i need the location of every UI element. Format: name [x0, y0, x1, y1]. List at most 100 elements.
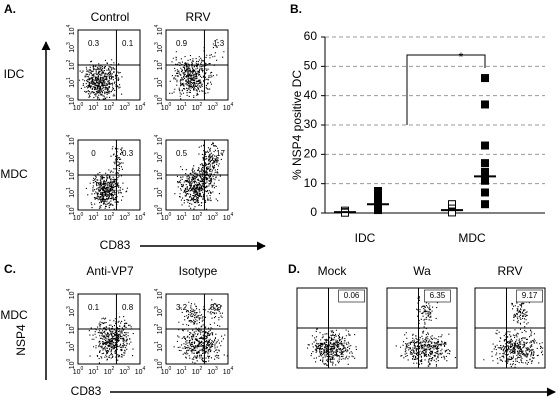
log-exponent: 2 — [200, 212, 203, 218]
log-tick-label: 104 — [154, 288, 164, 299]
y-tick-label: 20 — [304, 147, 318, 161]
log-base: 10 — [73, 369, 81, 376]
log-base: 10 — [119, 105, 127, 112]
log-exponent: 1 — [66, 77, 72, 80]
log-base: 10 — [119, 215, 127, 222]
log-tick-label: 100 — [73, 102, 84, 112]
log-base: 10 — [161, 369, 169, 376]
log-tick-label: 101 — [88, 212, 99, 222]
log-tick-label: 102 — [66, 323, 76, 334]
log-tick-label: 100 — [66, 94, 76, 105]
quadrant-value: 0.9 — [176, 39, 188, 48]
log-base: 10 — [157, 155, 164, 163]
quadrant-value: 0.3 — [122, 149, 134, 158]
log-exponent: 3 — [66, 152, 72, 155]
log-base: 10 — [223, 215, 231, 222]
flow-plot: 6.35 — [386, 287, 458, 369]
log-exponent: 2 — [112, 212, 115, 218]
log-tick-label: 101 — [154, 341, 164, 352]
quadrant-value: 0.1 — [122, 39, 134, 48]
log-tick-label: 104 — [223, 366, 234, 376]
log-base: 10 — [157, 137, 164, 145]
y-tick-label: 30 — [304, 117, 318, 131]
log-tick-label: 101 — [88, 366, 99, 376]
log-tick-label: 102 — [154, 323, 164, 334]
axis-label: NSP4 — [14, 324, 28, 356]
log-exponent: 1 — [154, 187, 160, 190]
log-tick-label: 100 — [66, 204, 76, 215]
log-base: 10 — [135, 105, 143, 112]
log-base: 10 — [157, 309, 164, 317]
log-base: 10 — [69, 326, 76, 334]
quadrant-value: 6.35 — [430, 291, 446, 300]
log-base: 10 — [69, 309, 76, 317]
flow-events — [174, 142, 223, 210]
log-base: 10 — [69, 62, 76, 70]
flow-events — [173, 299, 228, 364]
log-exponent: 1 — [184, 212, 187, 218]
log-base: 10 — [88, 215, 96, 222]
log-base: 10 — [207, 369, 215, 376]
log-tick-label: 101 — [66, 187, 76, 198]
log-exponent: 0 — [154, 204, 160, 207]
log-exponent: 4 — [143, 366, 146, 372]
column-title: Wa — [413, 264, 431, 278]
log-base: 10 — [157, 361, 164, 369]
log-base: 10 — [157, 344, 164, 352]
log-tick-label: 100 — [154, 358, 164, 369]
panel-label: B. — [290, 2, 302, 16]
log-exponent: 1 — [184, 366, 187, 372]
data-point — [481, 74, 489, 83]
log-base: 10 — [157, 207, 164, 215]
quadrant-value: 0.06 — [344, 291, 360, 300]
log-tick-label: 101 — [154, 77, 164, 88]
quadrant-value: 0.5 — [176, 149, 188, 158]
log-tick-label: 102 — [192, 102, 203, 112]
log-exponent: 1 — [184, 102, 187, 108]
data-point — [481, 176, 489, 185]
panel-label: A. — [4, 2, 16, 16]
y-axis: 0 10 20 30 40 50 60 — [304, 29, 545, 219]
log-exponent: 1 — [66, 187, 72, 190]
column-title: Anti-VP7 — [86, 264, 134, 278]
log-base: 10 — [104, 215, 112, 222]
log-exponent: 1 — [96, 212, 99, 218]
log-base: 10 — [192, 369, 200, 376]
log-tick-label: 100 — [161, 102, 172, 112]
log-base: 10 — [119, 369, 127, 376]
log-tick-label: 101 — [66, 77, 76, 88]
log-base: 10 — [223, 105, 231, 112]
log-exponent: 4 — [66, 24, 72, 27]
value-box — [338, 289, 365, 303]
log-exponent: 0 — [154, 94, 160, 97]
log-tick-label: 103 — [119, 102, 130, 112]
log-exponent: 2 — [66, 323, 72, 326]
log-tick-label: 100 — [73, 366, 84, 376]
log-exponent: 0 — [66, 204, 72, 207]
log-tick-label: 103 — [119, 212, 130, 222]
log-base: 10 — [69, 97, 76, 105]
log-tick-label: 104 — [223, 212, 234, 222]
row-label: MDC — [0, 167, 28, 181]
log-tick-label: 102 — [104, 366, 115, 376]
column-title: RRV — [185, 10, 210, 24]
axis-label: CD83 — [71, 384, 102, 398]
log-base: 10 — [69, 291, 76, 299]
x-tick-label: IDC — [355, 231, 376, 245]
log-exponent: 2 — [154, 169, 160, 172]
log-exponent: 0 — [169, 102, 172, 108]
log-tick-label: 102 — [192, 212, 203, 222]
log-exponent: 4 — [231, 366, 234, 372]
log-exponent: 4 — [143, 102, 146, 108]
log-base: 10 — [69, 45, 76, 53]
log-exponent: 3 — [66, 306, 72, 309]
log-tick-label: 103 — [154, 152, 164, 163]
log-exponent: 4 — [154, 134, 160, 137]
log-tick-label: 104 — [66, 134, 76, 145]
log-exponent: 0 — [81, 102, 84, 108]
log-tick-label: 101 — [176, 102, 187, 112]
